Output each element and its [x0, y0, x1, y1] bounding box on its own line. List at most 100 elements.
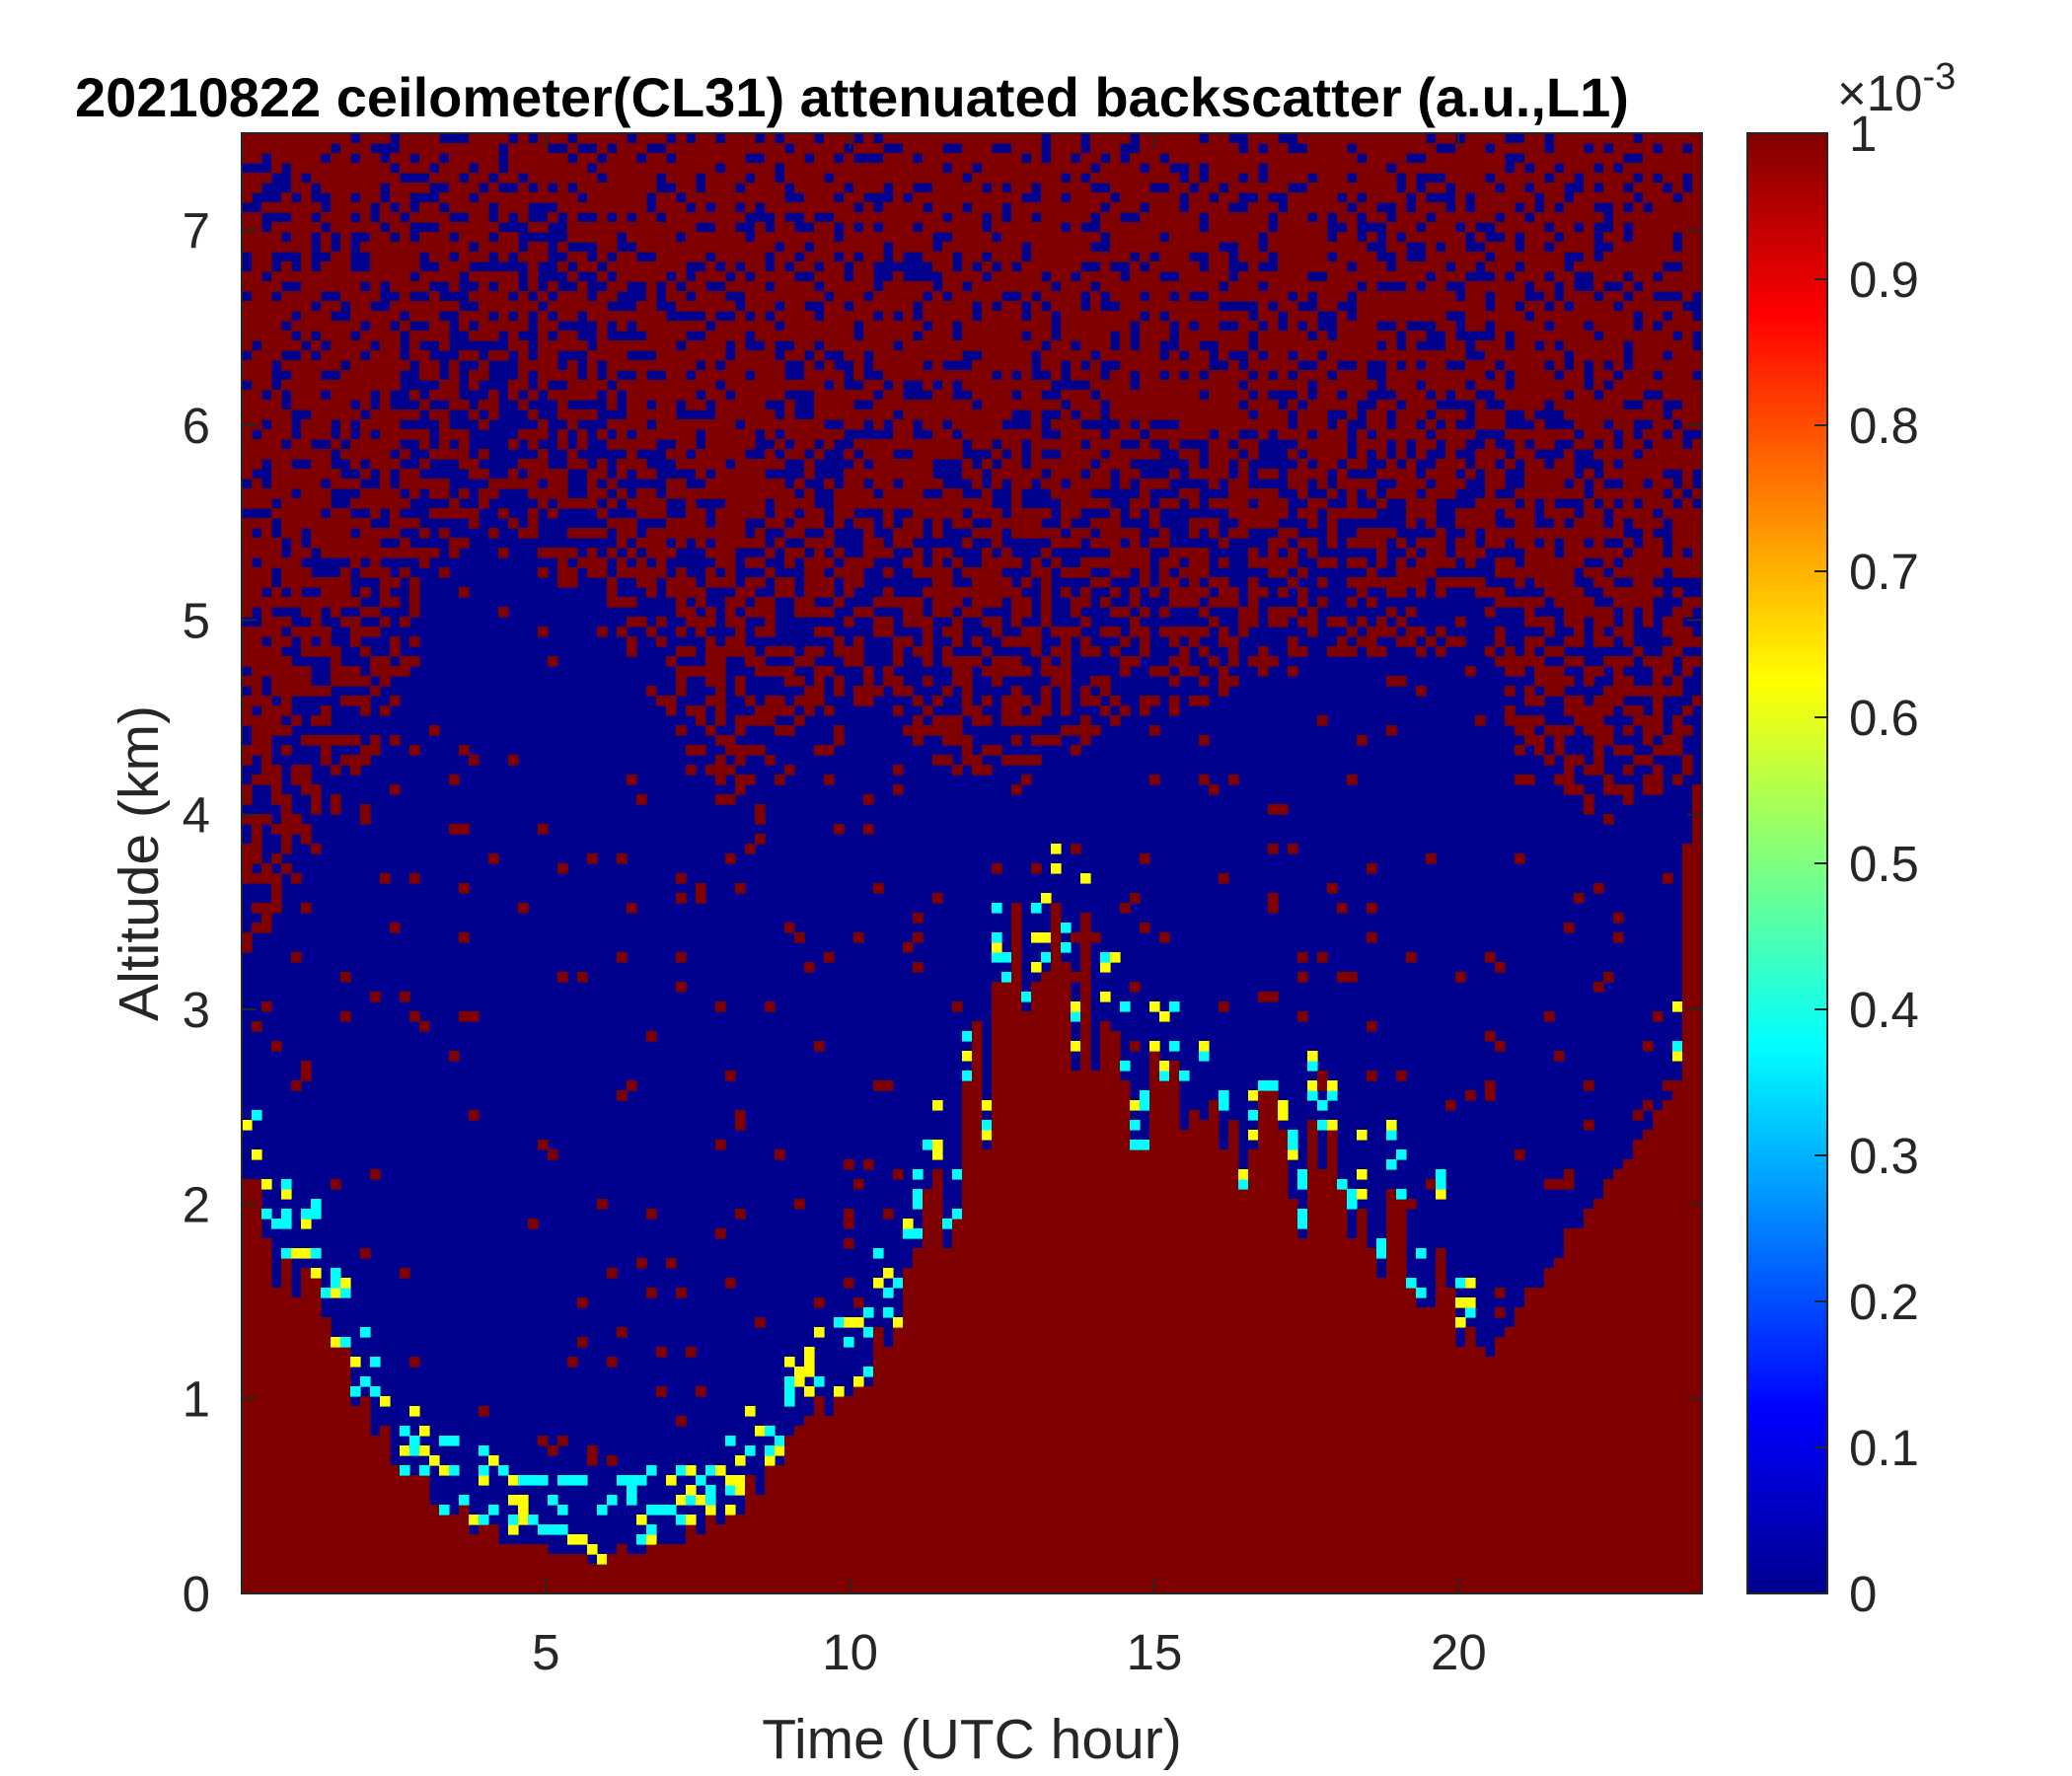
heatmap-cell — [676, 252, 687, 262]
heatmap-cell — [1011, 429, 1022, 440]
heatmap-cell — [745, 607, 756, 618]
heatmap-cell — [962, 261, 973, 272]
heatmap-cell — [982, 360, 993, 371]
heatmap-cell — [617, 627, 628, 637]
heatmap-cell — [1021, 1554, 1032, 1565]
heatmap-cell — [252, 133, 262, 144]
heatmap-cell — [982, 1436, 993, 1446]
heatmap-cell — [893, 686, 904, 697]
heatmap-cell — [281, 1554, 292, 1565]
heatmap-cell — [242, 459, 253, 470]
heatmap-cell — [409, 1475, 420, 1486]
heatmap-cell — [321, 400, 332, 410]
heatmap-cell — [271, 765, 282, 776]
heatmap-cell — [1031, 380, 1042, 391]
heatmap-cell — [962, 1071, 973, 1081]
heatmap-cell — [1011, 705, 1022, 716]
heatmap-cell — [242, 1436, 253, 1446]
heatmap-cell — [281, 1564, 292, 1575]
heatmap-cell — [765, 1445, 776, 1456]
heatmap-cell — [883, 1564, 894, 1575]
heatmap-cell — [261, 627, 272, 637]
heatmap-cell — [923, 301, 933, 312]
heatmap-cell — [1011, 666, 1022, 677]
heatmap-cell — [883, 627, 894, 637]
heatmap-cell — [962, 311, 973, 322]
heatmap-cell — [311, 577, 322, 588]
heatmap-cell — [913, 1357, 924, 1368]
heatmap-cell — [1021, 143, 1032, 154]
heatmap-cell — [913, 340, 924, 351]
heatmap-cell — [488, 390, 499, 401]
heatmap-cell — [350, 498, 361, 509]
heatmap-cell — [893, 784, 904, 795]
heatmap-cell — [794, 656, 805, 667]
heatmap-cell — [656, 163, 667, 174]
heatmap-cell — [518, 163, 529, 174]
heatmap-cell — [923, 459, 933, 470]
heatmap-cell — [567, 301, 578, 312]
heatmap-cell — [735, 212, 746, 223]
heatmap-cell — [992, 271, 1002, 282]
heatmap-cell — [873, 597, 884, 608]
heatmap-cell — [252, 725, 262, 736]
heatmap-cell — [636, 340, 647, 351]
heatmap-cell — [261, 1238, 272, 1249]
heatmap-cell — [863, 242, 874, 253]
heatmap-cell — [242, 814, 253, 825]
heatmap-cell — [834, 735, 845, 746]
heatmap-cell — [518, 143, 529, 154]
heatmap-cell — [518, 350, 529, 361]
heatmap-cell — [439, 252, 450, 262]
heatmap-cell — [844, 1238, 854, 1249]
heatmap-cell — [942, 1465, 953, 1476]
heatmap-cell — [646, 271, 657, 282]
heatmap-cell — [380, 232, 391, 243]
heatmap-cell — [982, 1327, 993, 1338]
heatmap-cell — [360, 1505, 371, 1516]
heatmap-cell — [587, 133, 598, 144]
heatmap-cell — [242, 133, 253, 144]
heatmap-cell — [903, 557, 914, 568]
heatmap-cell — [686, 242, 697, 253]
heatmap-cell — [1011, 1209, 1022, 1220]
heatmap-cell — [745, 252, 756, 262]
heatmap-cell — [567, 340, 578, 351]
heatmap-cell — [962, 222, 973, 233]
heatmap-cell — [952, 1337, 963, 1348]
heatmap-cell — [360, 1574, 371, 1585]
heatmap-cell — [883, 321, 894, 332]
heatmap-cell — [923, 1209, 933, 1220]
heatmap-cell — [735, 370, 746, 381]
heatmap-cell — [992, 360, 1002, 371]
heatmap-cell — [1011, 1179, 1022, 1190]
heatmap-cell — [913, 1406, 924, 1417]
heatmap-cell — [863, 439, 874, 450]
heatmap-cell — [380, 1455, 391, 1466]
heatmap-cell — [942, 1495, 953, 1506]
heatmap-cell — [321, 350, 332, 361]
heatmap-cell — [696, 883, 706, 894]
heatmap-cell — [459, 1584, 470, 1594]
heatmap-cell — [745, 557, 756, 568]
heatmap-cell — [765, 1495, 776, 1506]
heatmap-cell — [429, 202, 440, 213]
heatmap-cell — [252, 281, 262, 292]
heatmap-cell — [952, 1317, 963, 1328]
heatmap-cell — [360, 1445, 371, 1456]
heatmap-cell — [301, 1515, 312, 1525]
heatmap-cell — [281, 804, 292, 815]
heatmap-cell — [923, 409, 933, 420]
heatmap-cell — [636, 370, 647, 381]
heatmap-cell — [242, 676, 253, 687]
heatmap-cell — [923, 242, 933, 253]
heatmap-cell — [893, 321, 904, 332]
heatmap-cell — [429, 1505, 440, 1516]
heatmap-cell — [952, 232, 963, 243]
heatmap-cell — [390, 261, 401, 272]
heatmap-cell — [370, 498, 381, 509]
heatmap-cell — [1021, 1110, 1032, 1121]
heatmap-cell — [992, 409, 1002, 420]
heatmap-cell — [873, 1445, 884, 1456]
heatmap-cell — [607, 419, 618, 430]
